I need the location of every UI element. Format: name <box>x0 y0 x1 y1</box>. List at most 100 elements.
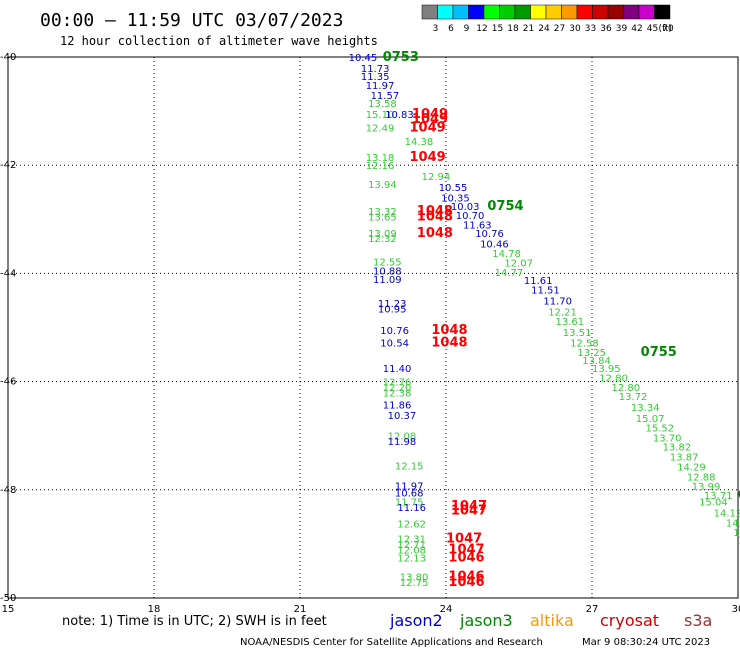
scale-swatch <box>592 4 609 20</box>
plot-frame <box>7 56 739 599</box>
satellite-legend: jason2 jason3 altika cryosat s3a <box>389 611 712 630</box>
pass-time-label: 1048 <box>417 226 453 241</box>
wave-height-label: 14.29 <box>677 463 706 474</box>
wave-height-label: 14.38 <box>405 137 434 148</box>
scale-label: 70 <box>662 24 674 34</box>
wave-height-label: 11.73 <box>361 64 390 75</box>
wave-height-label: 13.18 <box>366 153 395 164</box>
wave-height-label: 12.88 <box>687 472 716 483</box>
pass-time-label: 0754 <box>487 199 523 214</box>
wave-height-label: 13.71 <box>704 491 733 502</box>
x-tick-label: 21 <box>294 604 307 615</box>
wave-height-label: 12.32 <box>368 234 397 245</box>
wave-height-label: 15.07 <box>636 414 665 425</box>
wave-height-label: 15.03 <box>733 528 740 539</box>
wave-height-label: 12.08 <box>397 545 426 556</box>
pass-time-label: 1046 <box>448 575 484 590</box>
scale-swatch <box>607 4 624 20</box>
observation-layer: 10.45 075311.7311.3511.9711.5713.5815.101… <box>349 50 740 590</box>
wave-height-label: 15.04 <box>699 498 728 509</box>
wave-height-label: 10.45 <box>349 53 378 64</box>
scale-swatch <box>499 4 516 20</box>
scale-label: 45 <box>647 24 658 34</box>
wave-height-label: 11.86 <box>383 400 412 411</box>
pass-time-label: 1047 <box>446 531 482 546</box>
wave-height-label: 13.99 <box>692 482 721 493</box>
scale-swatch <box>483 4 500 20</box>
wave-height-label: 10.70 <box>456 211 485 222</box>
page-title: 00:00 — 11:59 UTC 03/07/2023 <box>40 10 343 31</box>
scale-swatch <box>576 4 593 20</box>
wave-height-label: 12.38 <box>383 388 412 399</box>
satellite-name-s3a: s3a <box>684 611 712 630</box>
scale-swatch <box>421 4 438 20</box>
wave-height-label: 12.94 <box>422 172 451 183</box>
wave-height-label: 11.97 <box>366 81 395 92</box>
wave-height-label: 13.34 <box>631 403 660 414</box>
wave-height-label: 10.83 <box>385 110 414 121</box>
wave-height-label: 15.10 <box>366 110 395 121</box>
wave-height-label: 10.68 <box>395 489 424 500</box>
wave-height-label: 15.0 <box>738 536 740 547</box>
wave-height-label: 11.61 <box>524 276 553 287</box>
scale-swatch <box>468 4 485 20</box>
scale-swatch <box>452 4 469 20</box>
x-tick-label: 24 <box>440 604 453 615</box>
wave-height-label: 10.88 <box>373 267 402 278</box>
wave-height-label: 11.63 <box>463 221 492 232</box>
map-grid <box>8 57 738 598</box>
wave-height-label: 10.95 <box>378 305 407 316</box>
wave-height-label: 12.31 <box>397 534 426 545</box>
y-tick-label: -40 <box>0 52 16 63</box>
wave-height-label: 10.03 <box>451 202 480 213</box>
scale-label: 6 <box>448 24 454 34</box>
footer-note: note: 1) Time is in UTC; 2) SWH is in fe… <box>62 614 327 629</box>
wave-height-label: 11.51 <box>531 286 560 297</box>
scale-swatch <box>437 4 454 20</box>
wave-height-label: 13.95 <box>592 364 621 375</box>
scale-label: 24 <box>538 24 550 34</box>
scale-label: 15 <box>492 24 503 34</box>
scale-label: 21 <box>523 24 534 34</box>
scale-label: 3 <box>433 24 439 34</box>
wave-height-label: 11.75 <box>395 498 424 509</box>
wave-height-label: 12.15 <box>395 461 424 472</box>
satellite-name-jason3: jason3 <box>459 611 513 630</box>
wave-height-label: 10.54 <box>380 339 409 350</box>
wave-height-label: 13.80 <box>400 572 429 583</box>
scale-label: 12 <box>476 24 487 34</box>
x-axis-ticks: 15 18 21 24 27 30 <box>2 604 740 615</box>
scale-swatch <box>514 4 531 20</box>
wave-height-label: 12.62 <box>397 519 426 530</box>
wave-height-label: 11.35 <box>361 72 390 83</box>
pass-time-label: 1047 <box>448 542 484 557</box>
wave-height-label: 12.71 <box>397 540 426 551</box>
scale-swatch <box>638 4 655 20</box>
wave-height-label: 12.08 <box>388 432 417 443</box>
wave-height-label: 12.55 <box>373 257 402 268</box>
wave-height-label: 10.55 <box>439 183 468 194</box>
wave-height-label: 10.76 <box>475 229 504 240</box>
wave-height-label: 12.58 <box>570 339 599 350</box>
wave-height-label: 15.52 <box>646 424 675 435</box>
satellite-name-cryosat: cryosat <box>600 611 659 630</box>
wave-height-label: 11.57 <box>371 91 400 102</box>
scale-label: 27 <box>554 24 565 34</box>
wave-height-label: 12.13 <box>397 553 426 564</box>
x-tick-label: 27 <box>586 604 599 615</box>
pass-time-label: 1049 <box>410 150 446 165</box>
scale-swatch <box>561 4 578 20</box>
wave-height-label: 13.09 <box>368 229 397 240</box>
wave-height-label: 10.46 <box>480 240 509 251</box>
wave-height-label: 11.40 <box>383 364 412 375</box>
wave-height-label: 12.20 <box>383 383 412 394</box>
pass-time-label: 1048 <box>417 210 453 225</box>
wave-height-label: 12.76 <box>383 378 412 389</box>
wave-height-label: 13.58 <box>368 99 397 110</box>
pass-time-label: 0753 <box>383 50 419 65</box>
wave-height-label: 12.80 <box>611 383 640 394</box>
wave-height-label: 13.51 <box>563 328 592 339</box>
x-tick-label: 18 <box>148 604 161 615</box>
pass-time-label: 1049 <box>412 112 448 127</box>
wave-height-label: 11.23 <box>378 299 407 310</box>
